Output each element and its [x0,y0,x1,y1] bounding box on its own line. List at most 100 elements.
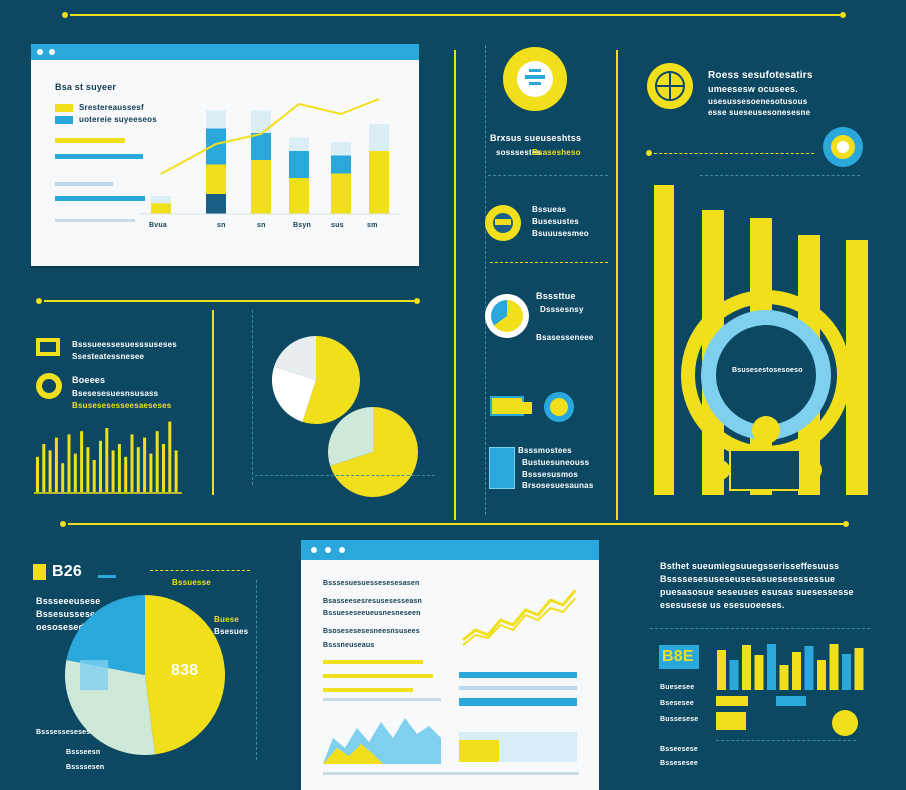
right-text: umeesesw ocusees. [708,84,798,94]
bar [779,665,789,690]
progress-bar [459,686,577,690]
progress-bar [323,772,579,775]
line-end-dot [840,12,846,18]
info-text: Bsssesusmos [522,470,579,479]
top-divider [70,14,840,16]
column-bar [124,456,128,492]
line-end-dot [36,298,42,304]
info-text: Bsesesesuesnsusass [72,389,159,398]
legend-item: Buesesee [660,684,695,691]
footer-text: Bsssesseseses [36,729,91,736]
label-swatch [55,104,73,112]
bar-chart [141,98,399,215]
bar [754,655,764,690]
chart-window-top-left: Bsa st suyeer Srestereaussesf uotereie s… [31,44,419,266]
panel-title: Bsa st suyeer [55,82,117,92]
area-shape [323,744,383,764]
column-bar [80,431,84,492]
line-chart [462,589,577,646]
column-bar [92,460,96,492]
legend-item: Bsesesee [660,700,694,707]
window-dot[interactable] [325,547,331,553]
info-text: sosssestes [496,148,542,157]
pie-callout: Bssuesse [172,578,211,587]
column-bar [67,434,71,492]
progress-bar [55,196,145,201]
node-dot [710,460,730,480]
bar [251,110,271,133]
chart-icon [506,402,532,414]
series-line [462,597,577,646]
line-end-dot [414,298,420,304]
footer-text: Bssssesen [66,764,105,771]
pie-callout: Bsesues [214,627,249,636]
pie-slice [145,595,226,755]
pie-slice [328,407,373,466]
window-titlebar [31,44,419,60]
bottom-right-bars [717,644,864,690]
column-bar [136,447,140,492]
dashed-divider [654,153,814,154]
node-dot [802,460,822,480]
pie-slice [302,336,360,424]
pie-value: 838 [171,662,199,679]
ring-core [716,325,816,425]
bar [717,650,726,690]
series-line [462,589,577,642]
window-dot[interactable] [49,49,55,55]
label-swatch [55,116,73,124]
info-text: oesosesed enesane [36,622,125,632]
progress-bar [459,698,577,706]
column-bar [117,444,121,492]
info-text: Bssseeeusese [36,596,101,606]
column-bar [54,437,58,492]
column-bar [155,431,159,492]
bar [206,128,226,165]
column-bar [48,450,52,492]
globe-icon [832,710,858,736]
info-text: Bsthet sueumiegsuuegsserisseffesuuss [660,561,840,571]
vertical-divider [616,50,618,520]
bar [817,660,826,690]
mid-divider [44,300,414,302]
dashed-divider [650,628,870,629]
badge-text: B8E [662,648,694,665]
info-heading: Bsssmostees [518,446,572,455]
column-bar [105,428,109,492]
right-title: Roess sesufotesatirs [708,70,813,81]
vertical-divider [212,310,214,495]
bar [251,133,271,160]
line-end-dot [646,150,652,156]
line-end-dot [60,521,66,527]
column-bar [174,450,178,492]
window-dot[interactable] [311,547,317,553]
info-text: Busesustes [532,217,579,226]
column-bar [36,456,39,492]
bar [842,654,851,690]
info-text-highlight: Bsasesheso [532,148,581,157]
bar [829,644,839,690]
document-icon [33,564,46,580]
pie-charts [272,336,418,497]
tick-label: sn [257,222,266,229]
infographic-bar [846,240,868,495]
window-dot[interactable] [37,49,43,55]
bar [251,160,271,214]
info-heading: Boeees [72,375,106,385]
column-bar [73,453,77,492]
bar [369,151,389,214]
bar [729,660,739,690]
trend-line [160,98,380,175]
info-text: Bsasesseneee [536,333,594,342]
window-dot[interactable] [339,547,345,553]
bar [742,645,751,690]
column-bar [168,421,172,492]
column-bar [42,444,46,492]
tick-label: sn [217,222,226,229]
chart-icon [36,338,60,356]
section-heading: B26 [52,563,82,580]
circle-label: Bsusesestosesoeso [732,367,803,374]
line-end-dot [843,521,849,527]
bar [792,652,801,690]
right-infographic [654,185,868,495]
